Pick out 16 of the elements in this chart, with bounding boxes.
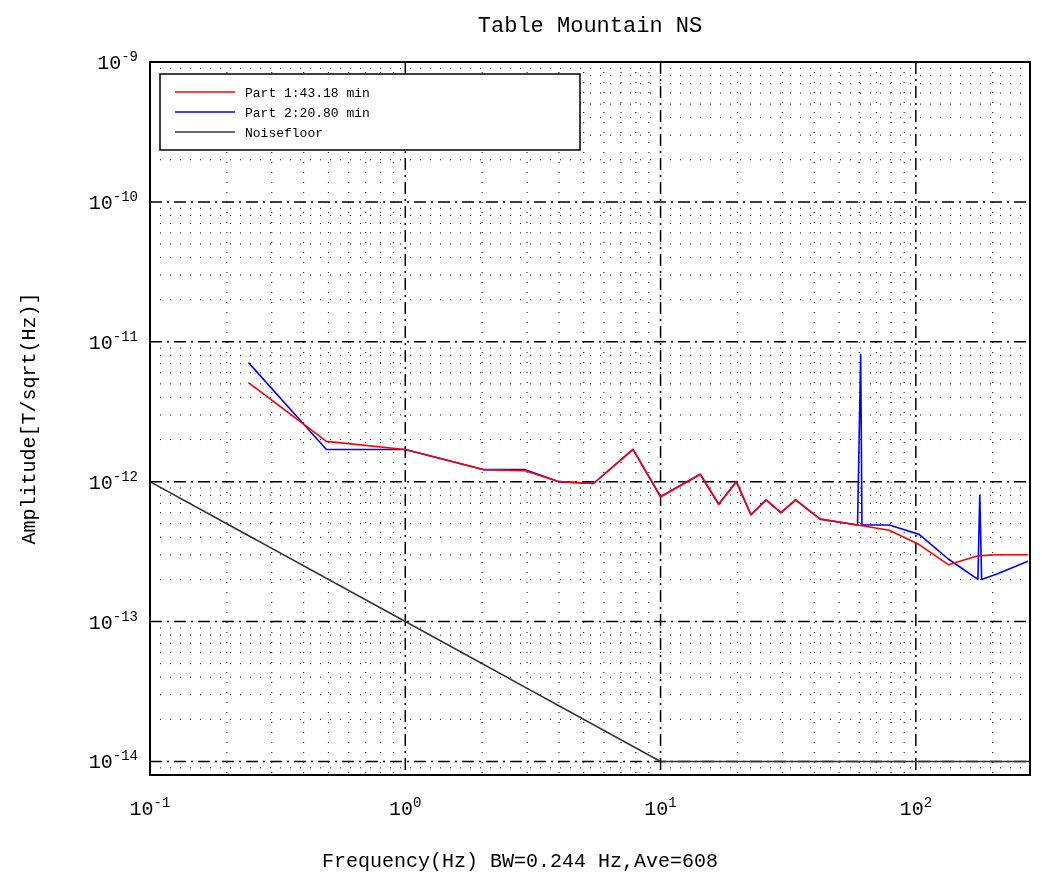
y-tick-label: 10$^{-12}$ xyxy=(88,468,138,495)
y-tick-label: 10$^{-11}$ xyxy=(88,328,138,355)
x-tick-label: 10$^{2}$ xyxy=(899,795,933,821)
chart-title: Table Mountain NS xyxy=(477,14,703,39)
y-tick-label: 10$^{-14}$ xyxy=(88,748,138,775)
x-axis-title: Frequency(Hz) BW=0.244 Hz,Ave=608 xyxy=(321,850,719,873)
legend-label: Part 2:20.80 min xyxy=(245,106,370,121)
x-tick-label: 10$^{-1}$ xyxy=(129,795,171,821)
y-tick-label: 10$^{-9}$ xyxy=(97,49,138,75)
legend-label: Noisefloor xyxy=(245,126,324,141)
y-axis-title: Amplitude[T/sqrt(Hz)] xyxy=(18,292,41,545)
x-tick-label: 10$^{0}$ xyxy=(389,795,422,821)
y-tick-label: 10$^{-13}$ xyxy=(88,608,138,635)
legend-label: Part 1:43.18 min xyxy=(245,86,370,101)
y-tick-label: 10$^{-10}$ xyxy=(88,188,138,215)
x-tick-label: 10$^{1}$ xyxy=(644,795,677,821)
